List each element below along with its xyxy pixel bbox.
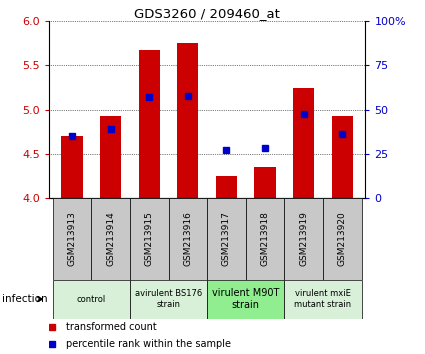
Text: GSM213915: GSM213915 bbox=[145, 211, 154, 267]
Bar bbox=[332, 116, 353, 198]
Text: percentile rank within the sample: percentile rank within the sample bbox=[66, 339, 231, 349]
Text: virulent M90T
strain: virulent M90T strain bbox=[212, 288, 280, 310]
Text: GSM213916: GSM213916 bbox=[183, 211, 193, 267]
Text: GSM213913: GSM213913 bbox=[68, 211, 76, 267]
Text: control: control bbox=[77, 295, 106, 304]
Bar bbox=[169, 198, 207, 280]
Title: GDS3260 / 209460_at: GDS3260 / 209460_at bbox=[134, 7, 280, 20]
Text: transformed count: transformed count bbox=[66, 321, 157, 332]
Bar bbox=[284, 280, 362, 319]
Bar bbox=[255, 167, 276, 198]
Bar bbox=[207, 280, 284, 319]
Bar bbox=[284, 198, 323, 280]
Bar bbox=[62, 136, 82, 198]
Text: GSM213918: GSM213918 bbox=[261, 211, 269, 267]
Bar bbox=[216, 176, 237, 198]
Text: avirulent BS176
strain: avirulent BS176 strain bbox=[135, 290, 202, 309]
Bar bbox=[130, 280, 207, 319]
Bar bbox=[293, 88, 314, 198]
Bar bbox=[100, 116, 121, 198]
Text: GSM213917: GSM213917 bbox=[222, 211, 231, 267]
Bar bbox=[130, 198, 169, 280]
Bar bbox=[207, 198, 246, 280]
Text: infection: infection bbox=[2, 294, 48, 304]
Bar bbox=[139, 50, 160, 198]
Bar bbox=[53, 198, 91, 280]
Bar bbox=[91, 198, 130, 280]
Text: virulent mxiE
mutant strain: virulent mxiE mutant strain bbox=[295, 290, 351, 309]
Bar bbox=[177, 44, 198, 198]
Text: GSM213920: GSM213920 bbox=[338, 212, 347, 266]
Text: GSM213914: GSM213914 bbox=[106, 212, 115, 266]
Bar bbox=[53, 280, 130, 319]
Text: GSM213919: GSM213919 bbox=[299, 211, 308, 267]
Bar bbox=[246, 198, 284, 280]
Bar bbox=[323, 198, 362, 280]
